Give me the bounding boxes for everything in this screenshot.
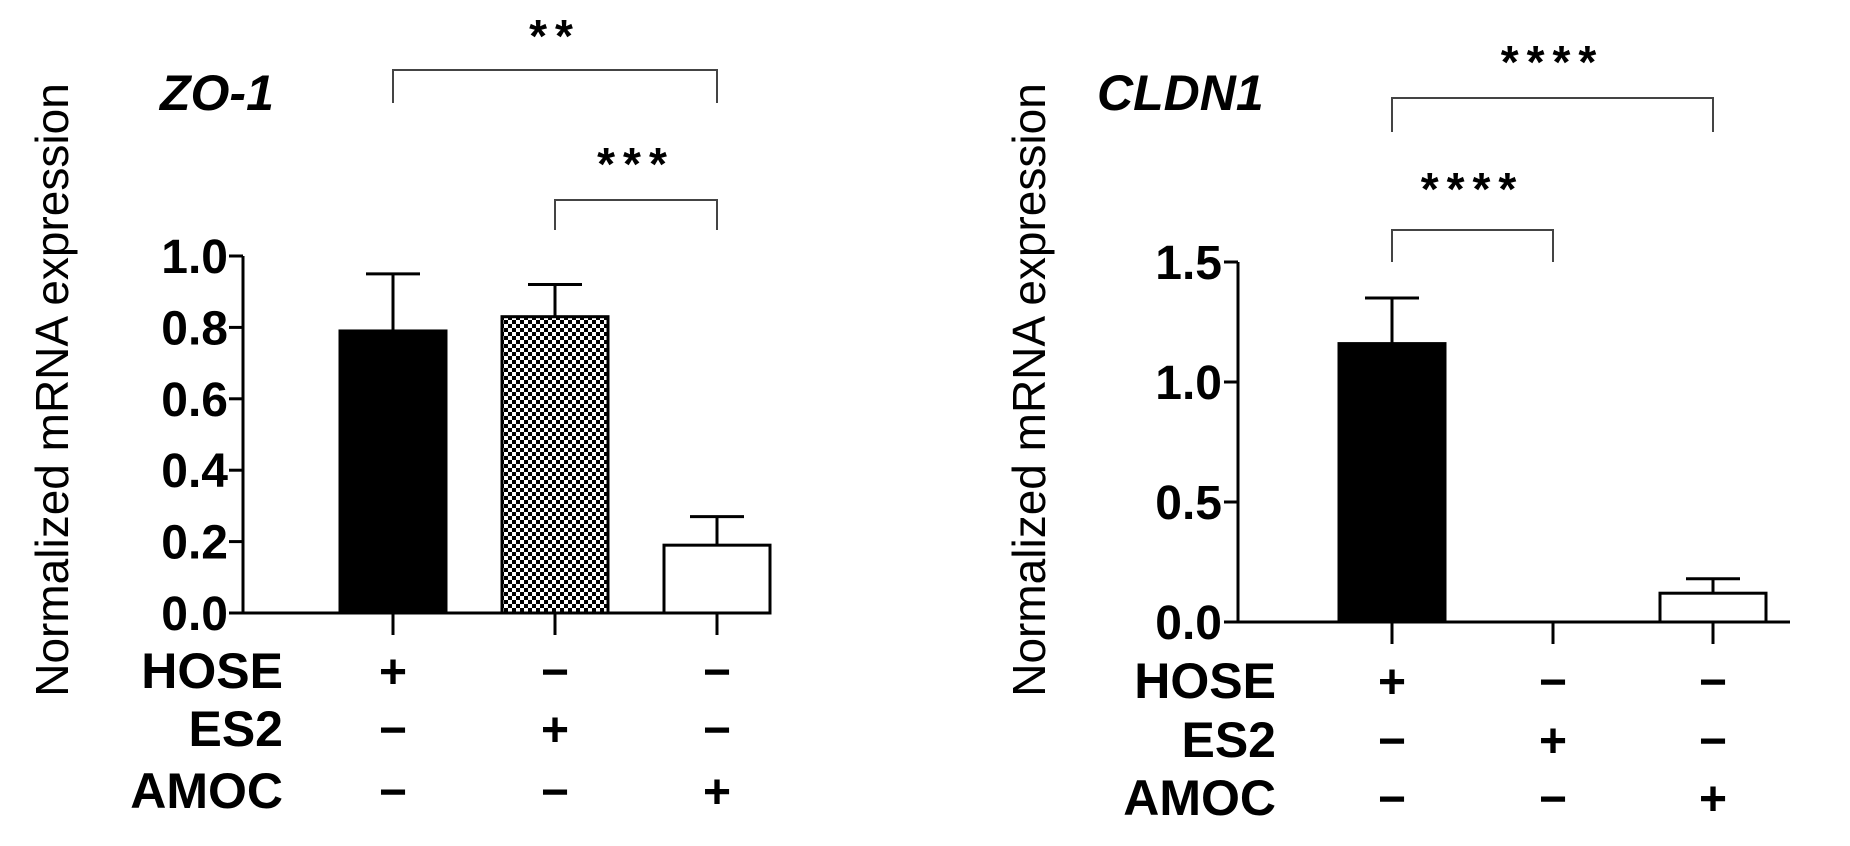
y-tick-label: 0.5 (1155, 477, 1222, 530)
significance-bracket (1391, 97, 1714, 132)
row-label-hose: HOSE (1134, 653, 1276, 709)
significance-stars: **** (1421, 163, 1525, 215)
group-sign: − (1378, 773, 1406, 826)
y-tick-label: 1.0 (1155, 357, 1222, 410)
significance-stars: **** (1501, 36, 1605, 88)
significance-stars: *** (597, 138, 675, 190)
bar-hose (338, 329, 448, 615)
y-tick-label: 0.8 (161, 302, 228, 355)
y-tick-label: 1.5 (1155, 237, 1222, 290)
chart-zo1: Normalized mRNA expression ZO-1 0.00.20.… (26, 10, 772, 819)
group-sign: − (1539, 656, 1567, 709)
group-sign: − (1539, 773, 1567, 826)
y-tick-label: 0.0 (161, 588, 228, 641)
chart-title: ZO-1 (158, 65, 274, 121)
bar-amoc (662, 543, 772, 615)
y-tick-label: 0.4 (161, 445, 228, 498)
y-tick-label: 1.0 (161, 231, 228, 284)
group-sign: + (1539, 715, 1567, 768)
group-sign: − (1699, 715, 1727, 768)
group-sign: − (703, 704, 731, 757)
group-sign: − (541, 766, 569, 819)
row-label-amoc: AMOC (130, 763, 283, 819)
row-label-hose: HOSE (141, 643, 283, 699)
chart-title: CLDN1 (1097, 65, 1264, 121)
axes: 0.0 0.5 1.0 1.5 (1155, 237, 1790, 650)
group-table: HOSE + − −ES2− + −AMOC − − + (1123, 653, 1727, 826)
bar-hose (1337, 342, 1447, 624)
row-label-es2: ES2 (188, 701, 283, 757)
group-sign: + (1378, 656, 1406, 709)
y-axis-label: Normalized mRNA expression (1003, 83, 1055, 697)
group-sign: + (1699, 773, 1727, 826)
group-sign: + (541, 704, 569, 757)
bars (338, 272, 772, 615)
bar-amoc (1658, 591, 1768, 624)
y-tick-label: 0.6 (161, 374, 228, 427)
significance-brackets: ***** (392, 10, 718, 230)
group-sign: − (1378, 715, 1406, 768)
row-label-es2: ES2 (1181, 712, 1276, 768)
group-sign: + (703, 766, 731, 819)
group-sign: − (541, 646, 569, 699)
group-table: HOSE + − −ES2− + −AMOC − − + (130, 643, 731, 819)
group-sign: + (379, 646, 407, 699)
chart-cldn1: Normalized mRNA expression CLDN1 0.0 0.5 1… (1003, 36, 1790, 826)
group-sign: − (379, 704, 407, 757)
significance-stars: ** (529, 10, 581, 62)
significance-bracket (554, 199, 718, 230)
y-tick-label: 0.2 (161, 517, 228, 570)
group-sign: − (379, 766, 407, 819)
significance-bracket (1391, 229, 1554, 262)
significance-bracket (392, 69, 718, 103)
group-sign: − (1699, 656, 1727, 709)
bars (1337, 296, 1768, 624)
group-sign: − (703, 646, 731, 699)
significance-brackets: **** **** (1391, 36, 1714, 262)
axes: 0.0 0.2 0.4 0.6 0.8 1.0 (161, 231, 719, 641)
y-axis-label: Normalized mRNA expression (26, 83, 78, 697)
bar-es2 (500, 315, 610, 615)
row-label-amoc: AMOC (1123, 770, 1276, 826)
y-tick-label: 0.0 (1155, 597, 1222, 650)
